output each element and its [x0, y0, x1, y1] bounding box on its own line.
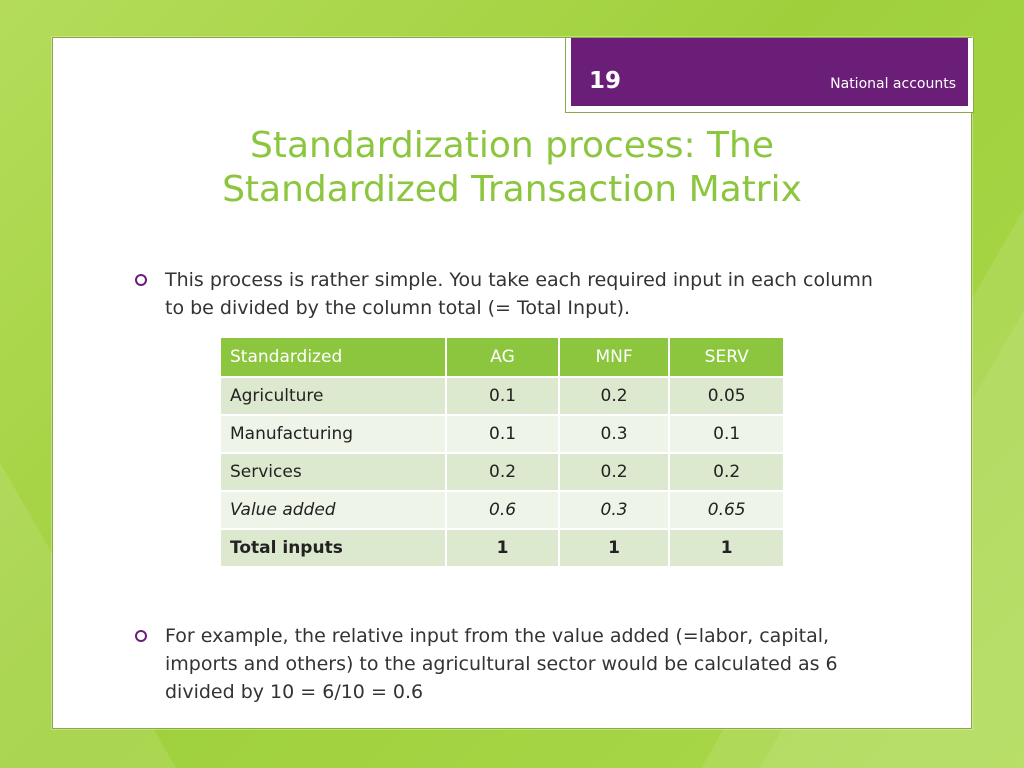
- bullet-text: For example, the relative input from the…: [165, 625, 838, 703]
- slide-number-frame: 19 National accounts: [565, 38, 974, 113]
- bullet-text: This process is rather simple. You take …: [165, 269, 873, 319]
- table-header-cell: MNF: [557, 336, 671, 378]
- table-cell: 0.3: [557, 414, 671, 454]
- slide-title-line-1: Standardization process: The: [249, 125, 774, 166]
- table-row: Manufacturing 0.1 0.3 0.1: [218, 414, 785, 454]
- slide-title-line-2: Standardized Transaction Matrix: [222, 169, 802, 210]
- section-label: National accounts: [830, 76, 956, 92]
- table-cell: Services: [218, 452, 448, 492]
- bullet-circle-icon: [135, 630, 147, 642]
- slide-title: Standardization process: The Standardize…: [0, 124, 1024, 212]
- table-cell: 0.2: [668, 452, 785, 492]
- table-cell: 1: [668, 528, 785, 568]
- table-cell: Value added: [218, 490, 448, 530]
- table-cell: 0.2: [445, 452, 560, 492]
- table-cell: 0.2: [557, 376, 671, 416]
- table-cell: 1: [445, 528, 560, 568]
- table-cell: Total inputs: [218, 528, 448, 568]
- table-cell: Manufacturing: [218, 414, 448, 454]
- table-cell: 0.65: [668, 490, 785, 530]
- bullet-item: This process is rather simple. You take …: [135, 266, 875, 322]
- slide-header-bar: 19 National accounts: [571, 38, 968, 106]
- table-row: Agriculture 0.1 0.2 0.05: [218, 376, 785, 416]
- table-cell: 0.3: [557, 490, 671, 530]
- table-row: Services 0.2 0.2 0.2: [218, 452, 785, 492]
- table-cell: 1: [557, 528, 671, 568]
- bullet-item: For example, the relative input from the…: [135, 622, 875, 706]
- table-cell: 0.2: [557, 452, 671, 492]
- table-header-row: Standardized AG MNF SERV: [218, 336, 785, 378]
- slide-number: 19: [589, 68, 622, 94]
- table-row: Total inputs 1 1 1: [218, 528, 785, 568]
- table-header-cell: SERV: [668, 336, 785, 378]
- table-header-cell: AG: [445, 336, 560, 378]
- table-header-cell: Standardized: [218, 336, 448, 378]
- table-cell: 0.1: [445, 376, 560, 416]
- table-row: Value added 0.6 0.3 0.65: [218, 490, 785, 530]
- standardized-matrix-table: Standardized AG MNF SERV Agriculture 0.1…: [218, 336, 785, 568]
- table-cell: 0.05: [668, 376, 785, 416]
- table-cell: 0.1: [445, 414, 560, 454]
- table-cell: 0.6: [445, 490, 560, 530]
- table-cell: 0.1: [668, 414, 785, 454]
- bullet-circle-icon: [135, 274, 147, 286]
- table-cell: Agriculture: [218, 376, 448, 416]
